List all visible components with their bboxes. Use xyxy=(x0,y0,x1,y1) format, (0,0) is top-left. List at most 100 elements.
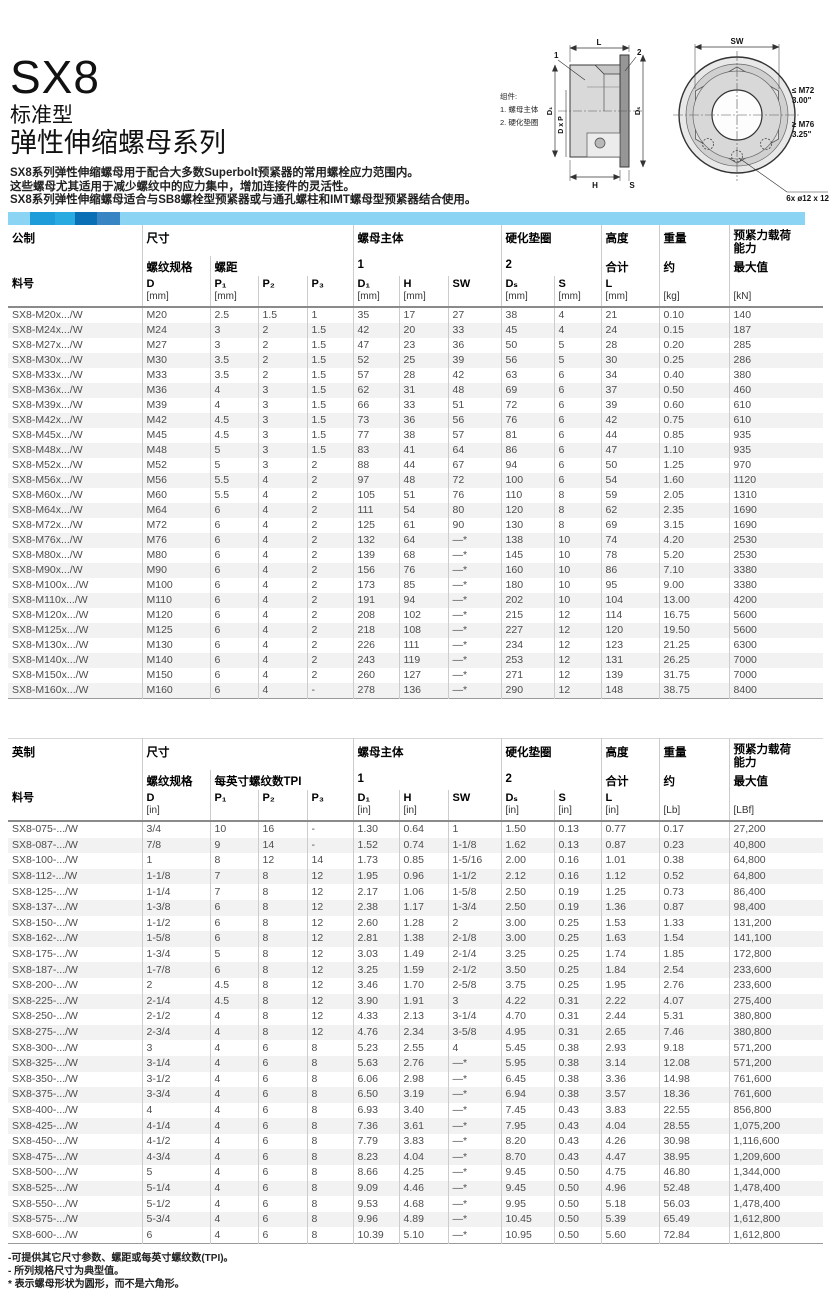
table-cell: 4 xyxy=(209,1087,258,1103)
table-cell: M52 xyxy=(141,458,210,473)
table-row: SX8-M100x.../W M100 6 4 2 173 85 —* 180 10 95 9.00 3… xyxy=(8,578,824,593)
table-cell: 290 xyxy=(500,683,555,699)
table-cell: 2.81 xyxy=(352,931,399,947)
table-cell: 4-3/4 xyxy=(141,1149,210,1166)
table-cell: 218 xyxy=(352,623,399,638)
table-cell: 6 xyxy=(257,1227,307,1244)
table-cell: 136 xyxy=(398,683,448,699)
jack-hole xyxy=(760,138,772,150)
table-cell: 1.5 xyxy=(257,307,307,323)
table-cell: 5 xyxy=(209,443,258,458)
table-cell: 8 xyxy=(306,1211,353,1228)
table-cell: M30 xyxy=(141,353,210,368)
table-cell: 3.57 xyxy=(600,1087,660,1103)
table-cell: 4.75 xyxy=(600,1165,660,1181)
table-cell: 74 xyxy=(600,533,660,548)
table-cell: 3-5/8 xyxy=(447,1024,502,1041)
table-cell: 2-1/2 xyxy=(447,962,502,978)
table-row: SX8-M20x.../W M20 2.5 1.5 1 35 17 27 38 4 21 0.10 14… xyxy=(8,307,824,323)
table-cell: 6 xyxy=(209,578,258,593)
table-cell: 1,612,800 xyxy=(728,1211,824,1228)
table-cell: 2-5/8 xyxy=(447,977,502,994)
jack-hole xyxy=(702,138,714,150)
table-cell: 2530 xyxy=(728,533,824,548)
table-cell: M76 xyxy=(141,533,210,548)
table-cell: 10.95 xyxy=(500,1227,555,1244)
table-cell: 4 xyxy=(209,1102,258,1119)
table-row: SX8-M80x.../W M80 6 4 2 139 68 —* 145 10 78 5.20 253… xyxy=(8,548,824,563)
table-cell: 1,209,600 xyxy=(728,1149,824,1166)
table-cell: 1.36 xyxy=(600,899,660,916)
table-cell: 7.36 xyxy=(352,1118,399,1134)
table-cell: 4 xyxy=(257,668,307,683)
table-cell: 6 xyxy=(209,533,258,548)
group-header-row: 公制 尺寸 螺母主体 硬化垫圈 高度 重量 预紧力载荷能力 xyxy=(8,225,824,256)
table-cell: 8 xyxy=(306,1087,353,1103)
table-cell: M36 xyxy=(141,383,210,398)
table-cell: M140 xyxy=(141,653,210,668)
table-cell: 2 xyxy=(306,578,353,593)
sub-thread: 螺纹规格 xyxy=(141,256,210,276)
table-cell: 28 xyxy=(600,338,660,353)
table-cell: 234 xyxy=(500,638,555,653)
sub-part-1: 1 xyxy=(352,256,502,276)
table-cell: 5-3/4 xyxy=(141,1211,210,1228)
column-header: S [in] xyxy=(553,790,602,822)
table-cell: 26.25 xyxy=(658,653,730,668)
table-cell: 27,200 xyxy=(728,821,824,838)
dim-label-SW: SW xyxy=(731,37,744,46)
table-cell: 285 xyxy=(728,338,824,353)
table-cell: 5.18 xyxy=(600,1196,660,1212)
table-cell: 243 xyxy=(352,653,399,668)
dim-label-S: S xyxy=(629,181,635,190)
table-cell: 8 xyxy=(553,503,602,518)
table-cell: 8.70 xyxy=(500,1149,555,1166)
table-cell: 1.73 xyxy=(352,853,399,869)
table-cell: 19.50 xyxy=(658,623,730,638)
table-cell: 12 xyxy=(553,683,602,699)
table-cell: 51 xyxy=(447,398,502,413)
table-cell: 6300 xyxy=(728,638,824,653)
table-cell: 2 xyxy=(257,368,307,383)
table-row: SX8-M39x.../W M39 4 3 1.5 66 33 51 72 6 39 0.60 610 xyxy=(8,398,824,413)
table-cell: 208 xyxy=(352,608,399,623)
table-cell: 3 xyxy=(257,413,307,428)
table-cell: 1,478,400 xyxy=(728,1180,824,1197)
column-header: SW xyxy=(447,276,502,308)
table-cell: 0.20 xyxy=(658,338,730,353)
table-cell: 10 xyxy=(553,548,602,563)
table-cell: 0.50 xyxy=(553,1196,602,1212)
table-cell: SX8-475-.../W xyxy=(12,1150,78,1163)
table-cell: 81 xyxy=(500,428,555,443)
table-cell: 44 xyxy=(600,428,660,443)
table-cell: M45 xyxy=(141,428,210,443)
table-cell: 1,344,000 xyxy=(728,1165,824,1181)
table-cell: 3.36 xyxy=(600,1071,660,1088)
table-cell: 8 xyxy=(306,1102,353,1119)
table-cell: 6 xyxy=(257,1211,307,1228)
table-row: SX8-400-.../W 4 4 6 8 6.93 3.40 —* 7.45 0.43 3.83 2… xyxy=(8,1102,824,1119)
table-cell: 1.01 xyxy=(600,853,660,869)
table-cell: 2.00 xyxy=(500,853,555,869)
table-cell: 1 xyxy=(306,307,353,323)
table-cell: 127 xyxy=(398,668,448,683)
table-cell: 23 xyxy=(398,338,448,353)
table-cell: 3 xyxy=(257,443,307,458)
table-cell: 0.43 xyxy=(553,1149,602,1166)
group-washer: 硬化垫圈 xyxy=(500,738,602,770)
table-cell: 4 xyxy=(553,307,602,323)
table-cell: 8 xyxy=(306,1196,353,1212)
table-row: SX8-450-.../W 4-1/2 4 6 8 7.79 3.83 —* 8.20 0.43 4… xyxy=(8,1133,824,1150)
table-cell: 72.84 xyxy=(658,1227,730,1244)
table-cell: 42 xyxy=(447,368,502,383)
table-cell: 156 xyxy=(352,563,399,578)
table-row: SX8-M24x.../W M24 3 2 1.5 42 20 33 45 4 24 0.15 187 xyxy=(8,323,824,338)
table-cell: 4200 xyxy=(728,593,824,608)
table-cell: SX8-M56x.../W xyxy=(12,474,83,486)
table-cell: 1.12 xyxy=(600,868,660,885)
table-cell: 48 xyxy=(447,383,502,398)
table-cell: 6 xyxy=(257,1087,307,1103)
table-cell: 4 xyxy=(209,1009,258,1025)
table-cell: 12.08 xyxy=(658,1055,730,1072)
table-cell: 9.00 xyxy=(658,578,730,593)
